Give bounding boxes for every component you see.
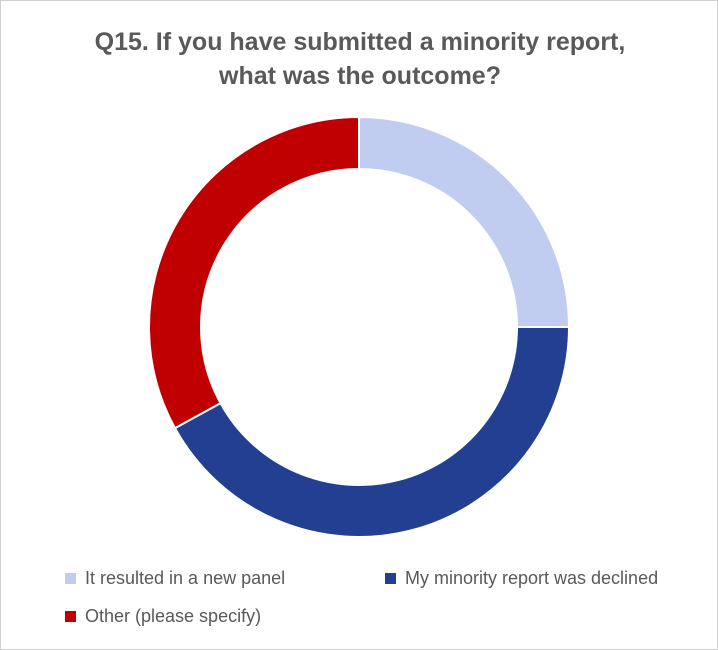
donut-slice-other <box>148 115 360 430</box>
donut-slice-new-panel <box>358 115 571 328</box>
chart-title: Q15. If you have submitted a minority re… <box>1 25 718 93</box>
chart-title-line-1: Q15. If you have submitted a minority re… <box>94 28 626 56</box>
chart-title-line-2: what was the outcome? <box>219 62 501 90</box>
donut-slice-declined <box>173 326 571 538</box>
